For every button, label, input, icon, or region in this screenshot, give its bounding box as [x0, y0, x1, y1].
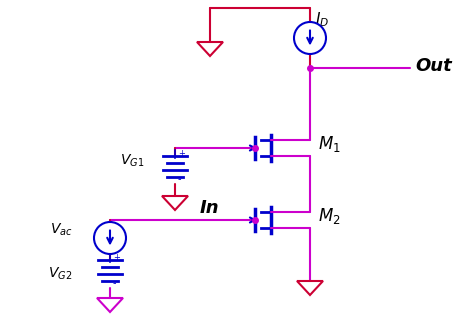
Text: +: +: [178, 149, 185, 158]
Text: -: -: [178, 174, 182, 184]
Text: $V_{G1}$: $V_{G1}$: [120, 153, 144, 169]
Text: $M_1$: $M_1$: [318, 134, 341, 154]
Text: Out: Out: [415, 57, 452, 75]
Text: $I_D$: $I_D$: [315, 10, 329, 29]
Text: $V_{ac}$: $V_{ac}$: [50, 222, 73, 238]
Text: -: -: [113, 278, 117, 288]
Text: In: In: [200, 199, 219, 217]
Text: $V_{G2}$: $V_{G2}$: [48, 266, 72, 282]
Text: +: +: [113, 253, 120, 262]
Text: $M_2$: $M_2$: [318, 206, 341, 226]
